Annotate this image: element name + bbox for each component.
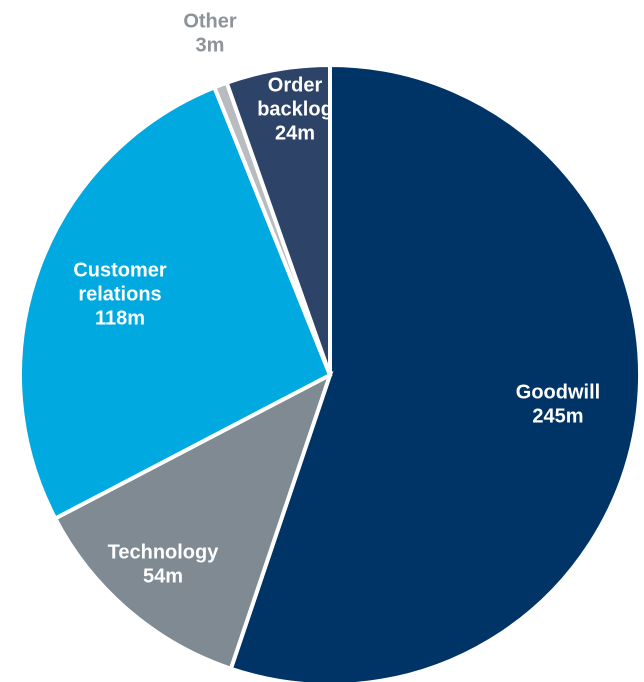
pie-label-name: Technology [108,541,220,563]
pie-label-name: Goodwill [516,381,600,403]
labels-layer: Goodwill 245m Technology 54m Customer relatio… [73,10,600,587]
pie-label-name: relations [78,283,161,305]
pie-label-value: 24m [275,122,315,144]
pie-label-name: Customer [73,259,167,281]
pie-label-name: Other [183,10,237,32]
pie-label-value: 54m [143,565,183,587]
pie-slice-technology [52,370,334,672]
slices-layer [18,62,642,682]
pie-label-customer-relations: Customer relations 118m [73,259,167,329]
pie-label-name: Order [268,74,323,96]
pie-slice-customer-relations [18,84,333,522]
pie-label-value: 3m [196,34,225,56]
pie-label-technology: Technology 54m [108,541,220,587]
pie-label-order-backlog: Order backlog 24m [257,74,333,144]
pie-label-value: 245m [532,405,583,427]
pie-label-name: backlog [257,98,333,120]
pie-slice-order-backlog [224,62,332,376]
pie-slice-goodwill [228,62,642,682]
pie-label-value: 118m [95,307,145,329]
pie-label-other: Other 3m [183,10,237,56]
pie-label-goodwill: Goodwill 245m [516,381,600,427]
